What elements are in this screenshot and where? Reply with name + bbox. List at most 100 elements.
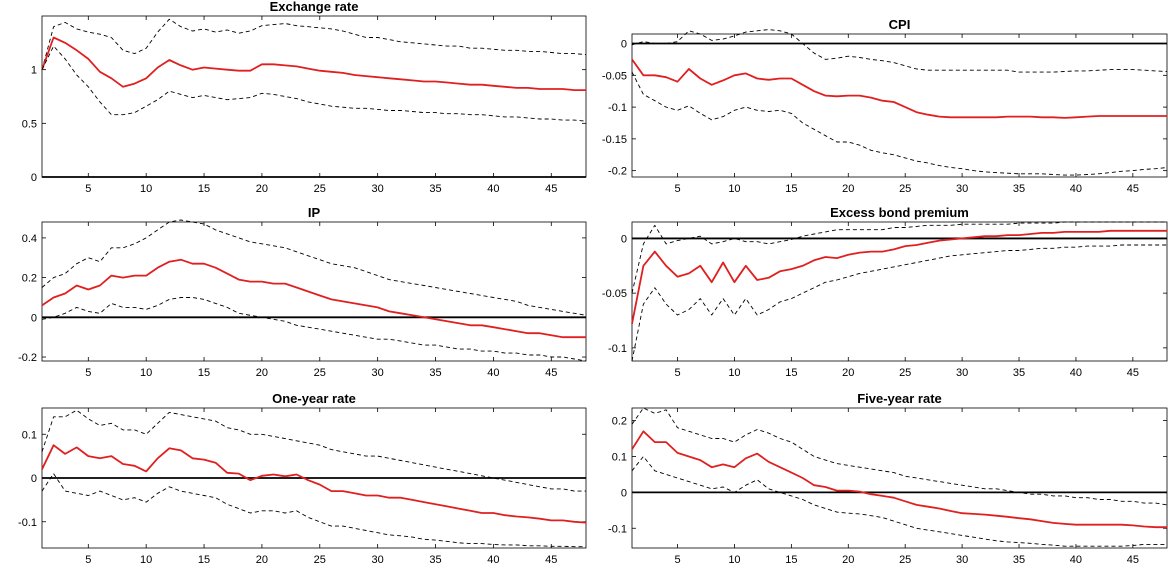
- confidence-band-upper: [41, 18, 587, 70]
- x-tick-label: 25: [314, 183, 326, 195]
- panel-title: CPI: [889, 17, 911, 32]
- panel-0: Exchange rate 5 10 15 20 25 30 35 40 45 0 0.5 1: [22, 0, 587, 195]
- x-tick-label: 5: [85, 183, 91, 195]
- x-tick-label: 30: [372, 183, 384, 195]
- y-tick-label: 0: [31, 312, 37, 324]
- confidence-band-lower: [631, 71, 1168, 176]
- x-tick-label: 35: [1013, 183, 1025, 195]
- confidence-band-lower: [41, 297, 587, 362]
- median-response-line: [631, 430, 1167, 529]
- confidence-band-upper: [631, 407, 1168, 506]
- x-tick-label: 45: [1127, 183, 1139, 195]
- x-tick-label: 40: [487, 367, 499, 379]
- confidence-band-upper: [631, 221, 1167, 294]
- x-tick-label: 40: [1070, 183, 1082, 195]
- y-tick-label: -0.05: [602, 70, 627, 82]
- x-tick-label: 5: [674, 367, 680, 379]
- y-tick-label: 1: [31, 65, 37, 77]
- confidence-band-lower: [41, 473, 586, 548]
- x-tick-label: 45: [1127, 554, 1139, 566]
- confidence-band-lower: [631, 456, 1167, 547]
- x-tick-label: 30: [372, 554, 384, 566]
- x-tick-label: 5: [674, 554, 680, 566]
- x-tick-label: 25: [899, 183, 911, 195]
- x-tick-label: 35: [429, 183, 441, 195]
- panel-4: One-year rate 5 10 15 20 25 30 35 40 45 -0.1 0 0.1: [18, 391, 587, 566]
- y-tick-label: -0.1: [608, 102, 627, 114]
- axes-box: [41, 221, 587, 362]
- panel-title: Exchange rate: [270, 0, 359, 14]
- x-tick-label: 5: [85, 554, 91, 566]
- median-response-line: [631, 229, 1167, 324]
- y-tick-label: 0.1: [612, 451, 627, 463]
- y-tick-label: -0.2: [18, 352, 37, 364]
- panel-5: Five-year rate 5 10 15 20 25 30 35 40 45 -0.1 0 0.1 0…: [608, 391, 1168, 566]
- y-tick-label: -0.2: [608, 166, 627, 178]
- median-response-line: [631, 58, 1167, 119]
- x-tick-label: 20: [256, 554, 268, 566]
- y-tick-label: 0.5: [22, 118, 37, 130]
- x-tick-label: 15: [785, 183, 797, 195]
- x-tick-label: 35: [1013, 367, 1025, 379]
- x-tick-label: 40: [487, 183, 499, 195]
- x-tick-label: 35: [429, 554, 441, 566]
- x-tick-label: 25: [899, 554, 911, 566]
- panel-title: IP: [308, 205, 321, 220]
- axes-box: [631, 33, 1168, 178]
- x-tick-label: 45: [545, 367, 557, 379]
- y-tick-label: 0: [621, 487, 627, 499]
- x-tick-label: 40: [487, 554, 499, 566]
- median-response-line: [41, 444, 587, 524]
- axes-box: [631, 407, 1168, 549]
- median-response-line: [41, 36, 586, 91]
- confidence-band-lower: [631, 244, 1167, 362]
- x-tick-label: 30: [956, 367, 968, 379]
- panel-title: One-year rate: [272, 391, 356, 406]
- x-tick-label: 15: [198, 367, 210, 379]
- x-tick-label: 15: [785, 367, 797, 379]
- y-tick-label: -0.1: [608, 523, 627, 535]
- x-tick-label: 15: [198, 183, 210, 195]
- x-tick-label: 40: [1070, 367, 1082, 379]
- y-tick-label: 0: [621, 233, 627, 245]
- x-tick-label: 45: [1127, 367, 1139, 379]
- x-tick-label: 20: [842, 367, 854, 379]
- x-tick-label: 35: [1013, 554, 1025, 566]
- x-tick-label: 10: [140, 183, 152, 195]
- y-tick-label: 0.1: [22, 429, 37, 441]
- confidence-band-upper: [631, 29, 1168, 73]
- x-tick-label: 20: [842, 183, 854, 195]
- median-response-line: [41, 258, 586, 339]
- x-tick-label: 10: [728, 183, 740, 195]
- x-tick-label: 10: [140, 367, 152, 379]
- panel-1: CPI 5 10 15 20 25 30 35 40 45 0 -0.05 -0.1 -0.15 -0.2: [602, 17, 1168, 195]
- x-tick-label: 15: [198, 554, 210, 566]
- x-tick-label: 15: [785, 554, 797, 566]
- y-tick-label: 0: [621, 39, 627, 51]
- x-tick-label: 35: [429, 367, 441, 379]
- x-tick-label: 30: [372, 367, 384, 379]
- x-tick-label: 10: [728, 367, 740, 379]
- x-tick-label: 10: [140, 554, 152, 566]
- panel-title: Five-year rate: [857, 391, 942, 406]
- y-tick-label: 0.2: [612, 416, 627, 428]
- x-tick-label: 5: [674, 183, 680, 195]
- y-tick-label: 0: [31, 473, 37, 485]
- y-tick-label: -0.1: [608, 343, 627, 355]
- axes-box: [631, 221, 1168, 362]
- x-tick-label: 10: [728, 554, 740, 566]
- y-tick-label: -0.05: [602, 288, 627, 300]
- x-tick-label: 25: [314, 554, 326, 566]
- y-tick-label: -0.15: [602, 134, 627, 146]
- confidence-band-upper: [41, 409, 586, 492]
- panel-2: IP 5 10 15 20 25 30 35 40 45 -0.2 0 0.2 0.4: [18, 205, 587, 379]
- x-tick-label: 40: [1070, 554, 1082, 566]
- x-tick-label: 30: [956, 183, 968, 195]
- panel-3: Excess bond premium 5 10 15 20 25 30 35 40 45 0 -0.…: [602, 205, 1168, 379]
- x-tick-label: 20: [842, 554, 854, 566]
- panel-title: Excess bond premium: [830, 205, 969, 220]
- y-tick-label: 0.4: [22, 233, 37, 245]
- x-tick-label: 30: [956, 554, 968, 566]
